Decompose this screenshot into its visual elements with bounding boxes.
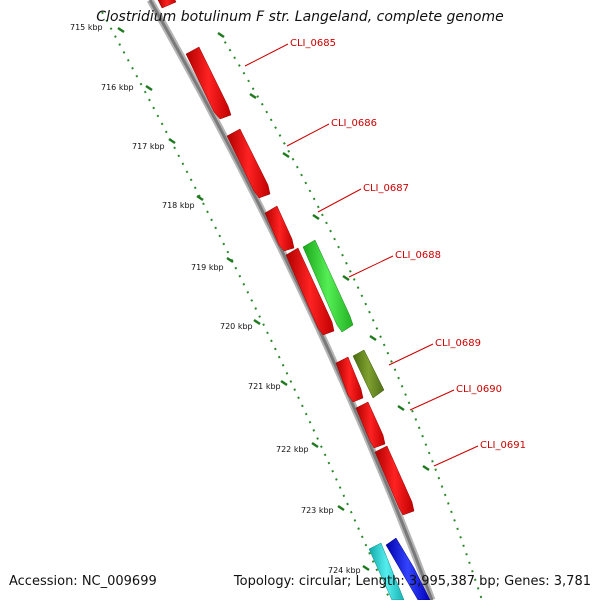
gene-arrow[interactable]: [157, 0, 177, 9]
page-title: Clostridium botulinum F str. Langeland, …: [96, 9, 504, 25]
scale-tick-label: 720 kbp: [220, 322, 253, 331]
scale-tick-label: 719 kbp: [191, 263, 224, 272]
scale-tick-label: 718 kbp: [162, 201, 195, 210]
label-leaders: [244, 43, 479, 467]
gene-arrow[interactable]: [335, 356, 364, 403]
gene-label[interactable]: CLI_0686: [331, 118, 377, 129]
scale-tick-label: 724 kbp: [328, 566, 361, 575]
accession-text: Accession: NC_009699: [9, 574, 157, 589]
gene-arrow[interactable]: [302, 239, 354, 333]
genome-summary-text: Topology: circular; Length: 3,995,387 bp…: [233, 574, 591, 589]
scale-tick-label: 717 kbp: [132, 142, 165, 151]
gene-arrow[interactable]: [355, 401, 386, 449]
gene-arrow[interactable]: [285, 247, 335, 336]
gene-arrow[interactable]: [264, 205, 295, 252]
gene-label[interactable]: CLI_0691: [480, 440, 526, 451]
gene-label[interactable]: CLI_0687: [363, 183, 409, 194]
gene-label[interactable]: CLI_0688: [395, 250, 441, 261]
genome-backbone-core: [148, 0, 434, 601]
outer-dotted-arc: [219, 33, 483, 601]
scale-ticks: [117, 26, 370, 572]
gene-label[interactable]: CLI_0690: [456, 384, 502, 395]
gene-arrow[interactable]: [185, 46, 232, 120]
gene-arrow[interactable]: [352, 349, 385, 399]
gene-features: [157, 0, 431, 601]
gene-arrow[interactable]: [226, 128, 271, 199]
scale-tick-label: 722 kbp: [276, 445, 309, 454]
scale-tick-label: 721 kbp: [248, 382, 281, 391]
scale-tick-label: 715 kbp: [70, 23, 103, 32]
scale-tick-label: 723 kbp: [301, 506, 334, 515]
scale-dotted-arc: [101, 11, 391, 601]
outer-ticks: [217, 31, 430, 472]
gene-arrow[interactable]: [385, 537, 431, 601]
scale-tick-label: 716 kbp: [101, 83, 134, 92]
gene-label[interactable]: CLI_0685: [290, 38, 336, 49]
gene-arrow[interactable]: [374, 445, 415, 516]
genome-backbone: [146, 0, 436, 602]
gene-label[interactable]: CLI_0689: [435, 338, 481, 349]
